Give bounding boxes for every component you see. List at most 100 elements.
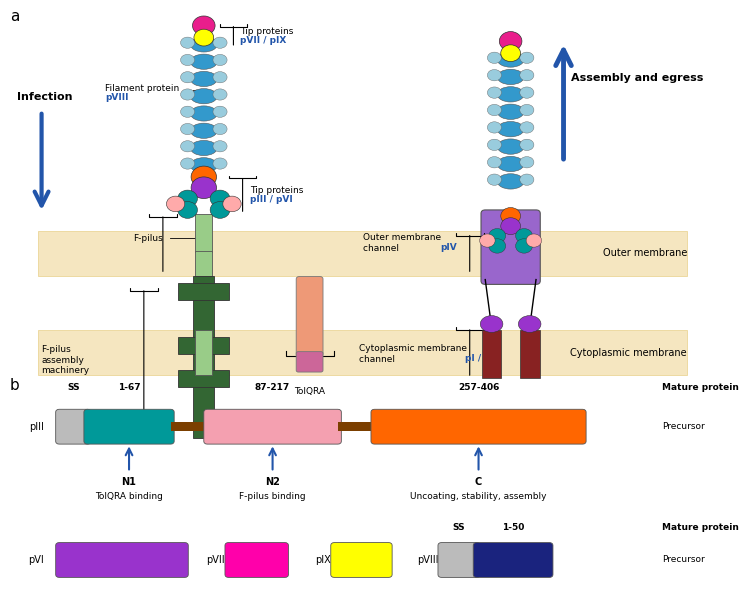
Ellipse shape (181, 37, 195, 48)
Text: SS: SS (67, 382, 80, 391)
Bar (195, 330, 212, 375)
Ellipse shape (520, 156, 534, 168)
Ellipse shape (213, 106, 227, 118)
Text: 275-424: 275-424 (460, 422, 497, 431)
Text: Infection: Infection (17, 92, 73, 102)
Ellipse shape (190, 158, 217, 173)
Ellipse shape (190, 106, 217, 121)
Bar (338, 422, 374, 431)
Text: TolQRA: TolQRA (294, 387, 325, 396)
Text: pIX: pIX (315, 555, 331, 565)
Circle shape (194, 29, 214, 46)
Bar (520, 330, 539, 378)
Text: 257-406: 257-406 (458, 382, 500, 391)
Circle shape (193, 16, 215, 35)
Circle shape (489, 228, 506, 243)
Bar (178, 283, 230, 300)
Ellipse shape (520, 52, 534, 64)
Ellipse shape (520, 70, 534, 81)
Text: pVIII: pVIII (417, 555, 439, 565)
Circle shape (178, 202, 197, 218)
Text: b: b (10, 378, 20, 393)
Ellipse shape (520, 174, 534, 185)
Circle shape (501, 45, 520, 62)
Text: Tip proteins: Tip proteins (241, 27, 294, 36)
Ellipse shape (520, 87, 534, 98)
Text: 1-23: 1-23 (451, 556, 468, 565)
Ellipse shape (181, 106, 195, 118)
Text: 1-32: 1-32 (351, 556, 372, 565)
Bar (195, 251, 212, 276)
Text: 1-67: 1-67 (118, 382, 140, 391)
Circle shape (501, 218, 520, 235)
FancyBboxPatch shape (481, 210, 540, 284)
FancyBboxPatch shape (331, 542, 392, 578)
Ellipse shape (488, 70, 502, 81)
Circle shape (479, 234, 495, 247)
Text: 1-18: 1-18 (63, 422, 83, 431)
Circle shape (210, 202, 230, 218)
Text: Precursor: Precursor (662, 556, 705, 565)
Text: Filament protein: Filament protein (105, 84, 179, 93)
Ellipse shape (518, 316, 541, 333)
Ellipse shape (520, 139, 534, 150)
Text: 19-85: 19-85 (116, 422, 142, 431)
Ellipse shape (497, 139, 524, 155)
FancyBboxPatch shape (371, 409, 586, 444)
Text: 105-235: 105-235 (254, 422, 292, 431)
Text: Cytoplasmic membrane
channel: Cytoplasmic membrane channel (359, 344, 467, 364)
Circle shape (515, 239, 532, 253)
Text: Uncoating, stability, assembly: Uncoating, stability, assembly (410, 492, 547, 501)
Text: Mature protein: Mature protein (662, 382, 740, 391)
Ellipse shape (181, 72, 195, 83)
Text: Mature protein: Mature protein (662, 523, 740, 532)
Circle shape (191, 166, 217, 188)
Ellipse shape (181, 158, 195, 169)
Ellipse shape (488, 122, 502, 133)
Text: F-pilus
assembly
machinery: F-pilus assembly machinery (41, 345, 90, 375)
Circle shape (166, 196, 184, 211)
Ellipse shape (181, 141, 195, 152)
Text: pVIII: pVIII (105, 93, 128, 102)
Bar (482, 330, 502, 378)
Text: F-pilus: F-pilus (134, 234, 163, 242)
Ellipse shape (213, 124, 227, 135)
FancyBboxPatch shape (204, 409, 341, 444)
Bar (178, 370, 230, 387)
Circle shape (501, 207, 520, 224)
Ellipse shape (497, 122, 524, 137)
Text: pVII: pVII (206, 555, 225, 565)
Ellipse shape (213, 158, 227, 169)
Text: a: a (10, 8, 20, 24)
Text: pIV: pIV (440, 242, 457, 251)
Bar (178, 337, 230, 354)
Text: Tip proteins: Tip proteins (250, 185, 303, 195)
Ellipse shape (480, 316, 502, 333)
Circle shape (526, 234, 542, 247)
Text: Cytoplasmic membrane: Cytoplasmic membrane (570, 347, 687, 358)
Ellipse shape (213, 72, 227, 83)
Text: pI / pXI: pI / pXI (465, 354, 501, 363)
Text: pIII: pIII (28, 422, 44, 431)
Ellipse shape (497, 52, 524, 67)
Circle shape (223, 196, 242, 211)
Bar (38, 330, 687, 375)
Ellipse shape (190, 123, 217, 138)
Ellipse shape (190, 88, 217, 104)
FancyBboxPatch shape (296, 351, 323, 372)
Circle shape (500, 32, 522, 51)
Ellipse shape (190, 54, 217, 69)
Circle shape (178, 190, 197, 207)
Text: pVI: pVI (28, 555, 44, 565)
Ellipse shape (190, 72, 217, 87)
Text: pVII / pIX: pVII / pIX (241, 36, 286, 45)
Ellipse shape (497, 156, 524, 171)
Bar (195, 214, 212, 252)
FancyBboxPatch shape (438, 542, 480, 578)
Text: 24-73: 24-73 (500, 556, 526, 565)
Circle shape (210, 190, 230, 207)
Ellipse shape (488, 52, 502, 64)
Text: 1-33: 1-33 (247, 556, 267, 565)
Bar (38, 231, 687, 276)
FancyBboxPatch shape (84, 409, 174, 444)
